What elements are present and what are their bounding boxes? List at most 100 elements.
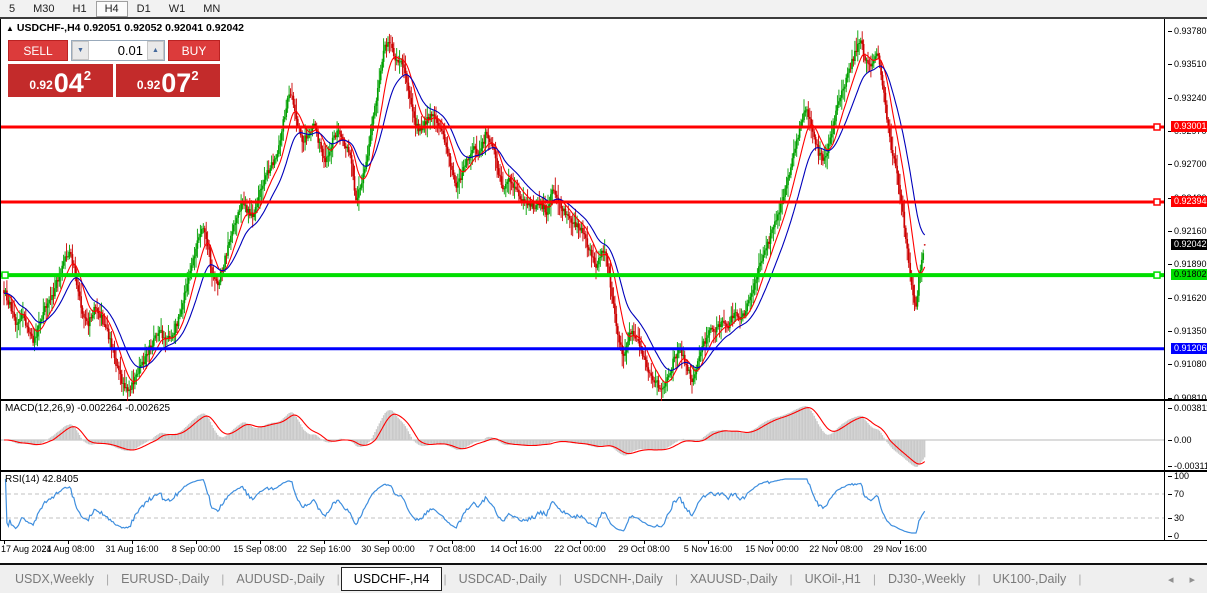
hline-handle[interactable] <box>1153 123 1161 131</box>
time-tick <box>772 541 773 544</box>
hline-handle[interactable] <box>1153 271 1161 279</box>
time-label: 29 Oct 08:00 <box>618 544 670 554</box>
sell-price-small: 0.92 <box>29 78 53 92</box>
buy-price-box[interactable]: 0.92 07 2 <box>115 64 220 97</box>
time-label: 14 Oct 16:00 <box>490 544 542 554</box>
timeframe-button-W1[interactable]: W1 <box>168 2 186 15</box>
tab-scroll-left-icon[interactable]: ◂ <box>1167 573 1174 586</box>
rsi-value: 42.8405 <box>42 474 79 485</box>
price-level-badge: 0.91802 <box>1171 269 1207 281</box>
macd-values: -0.002264 -0.002625 <box>77 403 171 414</box>
chart-tab-xauusd-daily[interactable]: XAUUSD-,Daily <box>689 572 778 586</box>
sell-button[interactable]: SELL <box>8 40 68 61</box>
price-level-badge: 0.91206 <box>1171 342 1207 354</box>
tab-separator: | <box>789 572 793 586</box>
timeframe-button-MN[interactable]: MN <box>203 2 221 15</box>
time-label: 31 Aug 16:00 <box>105 544 159 554</box>
time-tick <box>900 541 901 544</box>
timeframe-toolbar: 5 M30 H1 H4 D1 W1 MN <box>0 0 1207 19</box>
time-label: 22 Oct 00:00 <box>554 544 606 554</box>
collapse-triangle-icon[interactable]: ▲ <box>6 24 14 33</box>
tab-scroll-right-icon[interactable]: ▸ <box>1189 573 1195 586</box>
sell-price-sup: 2 <box>83 68 92 83</box>
time-label: 17 Aug 2021 <box>1 544 52 554</box>
price-level-badge: 0.92394 <box>1171 195 1207 207</box>
rsi-panel[interactable]: 100 70 30 0 RSI(14) 42.8405 <box>0 471 1207 541</box>
chart-tab-dj30-weekly[interactable]: DJ30-,Weekly <box>887 572 966 586</box>
price-tick: 0.91080 <box>1168 359 1207 369</box>
time-tick <box>708 541 709 544</box>
time-label: 7 Oct 08:00 <box>428 544 476 554</box>
chart-tab-eurusd-daily[interactable]: EURUSD-,Daily <box>121 572 210 586</box>
macd-label: MACD(12,26,9) -0.002264 -0.002625 <box>5 403 170 414</box>
moving-average-slow[interactable] <box>3 65 926 371</box>
price-tick: 0.93240 <box>1168 93 1207 103</box>
timeframe-button-5[interactable]: 5 <box>9 2 16 15</box>
time-tick <box>260 541 261 544</box>
chart-symbol-label: USDCHF-,H4 <box>16 22 81 34</box>
rsi-plot <box>0 472 1165 541</box>
macd-histogram <box>4 406 926 467</box>
one-click-trading-panel: SELL ▼ ▲ BUY 0.92 04 2 0.92 07 2 <box>8 40 220 97</box>
time-axis: 17 Aug 2021 24 Aug 08:00 31 Aug 16:00 8 Sep… <box>0 541 1207 558</box>
chart-ohlc-values: 0.92051 0.92052 0.92041 0.92042 <box>83 22 245 34</box>
time-tick <box>324 541 325 544</box>
time-tick <box>452 541 453 544</box>
rsi-axis-label: 70 <box>1168 489 1184 499</box>
hline-handle[interactable] <box>1 271 9 279</box>
sell-price-big: 04 <box>53 68 84 99</box>
time-label: 15 Sep 08:00 <box>233 544 287 554</box>
time-tick <box>644 541 645 544</box>
macd-axis-label: -0.003115 <box>1168 461 1207 471</box>
price-axis: 0.937800.935100.932400.929700.927000.924… <box>1168 19 1207 403</box>
time-label: 8 Sep 00:00 <box>171 544 221 554</box>
tab-separator: | <box>977 572 981 586</box>
timeframe-button-H1[interactable]: H1 <box>72 2 87 15</box>
time-tick <box>580 541 581 544</box>
tab-separator: | <box>443 572 447 586</box>
tab-separator: | <box>1078 572 1082 586</box>
rsi-axis-label: 0 <box>1168 531 1179 541</box>
time-tick <box>4 541 5 544</box>
macd-panel[interactable]: 0.003811 0.00 -0.003115 MACD(12,26,9) -0.0… <box>0 401 1207 472</box>
time-tick <box>836 541 837 544</box>
time-label: 24 Aug 08:00 <box>41 544 95 554</box>
volume-increase-icon[interactable]: ▲ <box>147 41 164 60</box>
tab-separator: | <box>336 572 340 586</box>
chart-tab-uk100-daily[interactable]: UK100-,Daily <box>992 572 1067 586</box>
time-tick <box>132 541 133 544</box>
chart-tab-usdx-weekly[interactable]: USDX,Weekly <box>15 572 94 586</box>
volume-input[interactable] <box>89 41 147 60</box>
buy-price-small: 0.92 <box>136 78 161 92</box>
timeframe-button-M30[interactable]: M30 <box>33 2 55 15</box>
price-chart-panel[interactable]: 0.937800.935100.932400.929700.927000.924… <box>0 19 1207 403</box>
volume-decrease-icon[interactable]: ▼ <box>72 41 89 60</box>
macd-axis: 0.003811 0.00 -0.003115 <box>1168 401 1207 471</box>
time-tick <box>196 541 197 544</box>
chart-tab-usdcad-daily[interactable]: USDCAD-,Daily <box>458 572 547 586</box>
chart-tab-usdchf-h4[interactable]: USDCHF-,H4 <box>340 567 443 591</box>
tab-separator: | <box>674 572 678 586</box>
price-level-badge: 0.93001 <box>1171 121 1207 133</box>
chart-tab-audusd-daily[interactable]: AUDUSD-,Daily <box>236 572 325 586</box>
time-tick <box>68 541 69 544</box>
candlestick-plot[interactable] <box>0 19 1165 401</box>
price-tick: 0.91890 <box>1168 259 1207 269</box>
time-label: 15 Nov 00:00 <box>745 544 799 554</box>
timeframe-button-D1[interactable]: D1 <box>136 2 151 15</box>
sell-price-box[interactable]: 0.92 04 2 <box>8 64 113 97</box>
moving-average-fast[interactable] <box>3 53 926 384</box>
time-tick <box>516 541 517 544</box>
macd-name: MACD(12,26,9) <box>5 403 75 414</box>
tab-separator: | <box>105 572 110 586</box>
chart-tab-ukoil-h1[interactable]: UKOil-,H1 <box>804 572 861 586</box>
tab-scroll-arrows: ◂ ▸ <box>1168 573 1203 586</box>
buy-button[interactable]: BUY <box>168 40 220 61</box>
macd-axis-label: 0.00 <box>1168 435 1192 445</box>
chart-window: 0.937800.935100.932400.929700.927000.924… <box>0 19 1207 563</box>
current-price-badge: 0.92042 <box>1171 239 1207 251</box>
timeframe-button-H4[interactable]: H4 <box>95 0 128 17</box>
chart-tab-usdcnh-daily[interactable]: USDCNH-,Daily <box>573 572 663 586</box>
hline-handle[interactable] <box>1153 198 1161 206</box>
price-tick: 0.93780 <box>1168 26 1207 36</box>
